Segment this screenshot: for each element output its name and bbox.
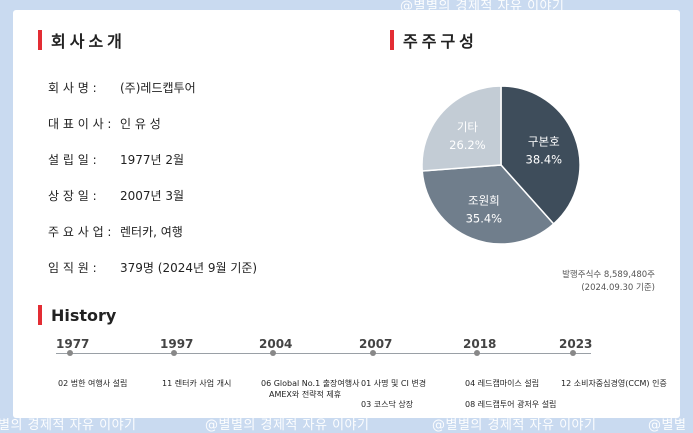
timeline-event: 12 소비자중심경영(CCM) 인증 [561,379,667,388]
company-info-row: 주 요 사 업 : 렌터카, 여행 [48,223,183,240]
timeline-event: 06 Global No.1 출장여행사 [261,379,360,388]
company-title-text: 회사소개 [51,32,126,51]
company-info-row: 상 장 일 : 2007년 3월 [48,187,184,204]
company-info-row: 대 표 이 사 : 인 유 성 [48,115,161,132]
shares-issued: 발행주식수 8,589,480주 [562,270,655,280]
timeline-dot [67,350,73,356]
info-value: 렌터카, 여행 [120,225,183,239]
info-value: 인 유 성 [120,117,161,131]
timeline-year: 2023 [559,337,593,351]
timeline-dot [370,350,376,356]
company-info-row: 회 사 명 : (주)레드캡투어 [48,79,196,96]
info-value: 2007년 3월 [120,189,185,203]
info-label: 회 사 명 : [48,81,97,95]
timeline-event: AMEX와 전략적 제휴 [269,390,342,399]
title-accent-bar [390,30,394,50]
shareholder-title-text: 주주구성 [403,32,478,51]
history-title-text: History [51,305,117,325]
watermark-bottom: @별별의 경제적 자유 이야기 [205,418,370,433]
timeline-dot [171,350,177,356]
timeline-dot [474,350,480,356]
timeline-year: 1997 [160,337,194,351]
timeline-event: 01 사명 및 CI 변경 [361,379,427,388]
history-section-title: History [38,305,116,325]
timeline-dot [270,350,276,356]
company-section-title: 회사소개 [38,28,126,52]
watermark-bottom: @별별의 경제적 자유 이야기 [432,418,597,433]
info-value: (주)레드캡투어 [120,81,196,95]
info-label: 설 립 일 : [48,153,97,167]
info-label: 주 요 사 업 : [48,225,112,239]
shareholder-section-title: 주주구성 [390,28,478,52]
shares-as-of-date: (2024.09.30 기준) [581,283,655,293]
timeline-year: 2007 [359,337,393,351]
company-info-row: 설 립 일 : 1977년 2월 [48,151,184,168]
info-label: 상 장 일 : [48,189,97,203]
company-info-row: 임 직 원 : 379명 (2024년 9월 기준) [48,259,257,276]
company-card [13,10,680,418]
timeline-year: 2004 [259,337,293,351]
info-value: 379명 (2024년 9월 기준) [120,261,258,275]
info-label: 임 직 원 : [48,261,97,275]
timeline-year: 2018 [463,337,497,351]
timeline-event: 11 렌터카 사업 개시 [162,379,232,388]
timeline-event: 03 코스닥 상장 [361,400,414,409]
timeline-event: 02 법한 여행사 설립 [58,379,128,388]
info-label: 대 표 이 사 : [48,117,112,131]
timeline-event: 04 레드캡마이스 설립 [465,379,540,388]
watermark-bottom: @별별 [648,418,687,433]
info-value: 1977년 2월 [120,153,185,167]
timeline-line [56,353,591,354]
timeline-dot [570,350,576,356]
title-accent-bar [38,30,42,50]
timeline-year: 1977 [56,337,90,351]
watermark-bottom: 별의 경제적 자유 이야기 [0,418,137,433]
timeline-event: 08 레드캡투어 광저우 설립 [465,400,557,409]
title-accent-bar [38,305,42,325]
